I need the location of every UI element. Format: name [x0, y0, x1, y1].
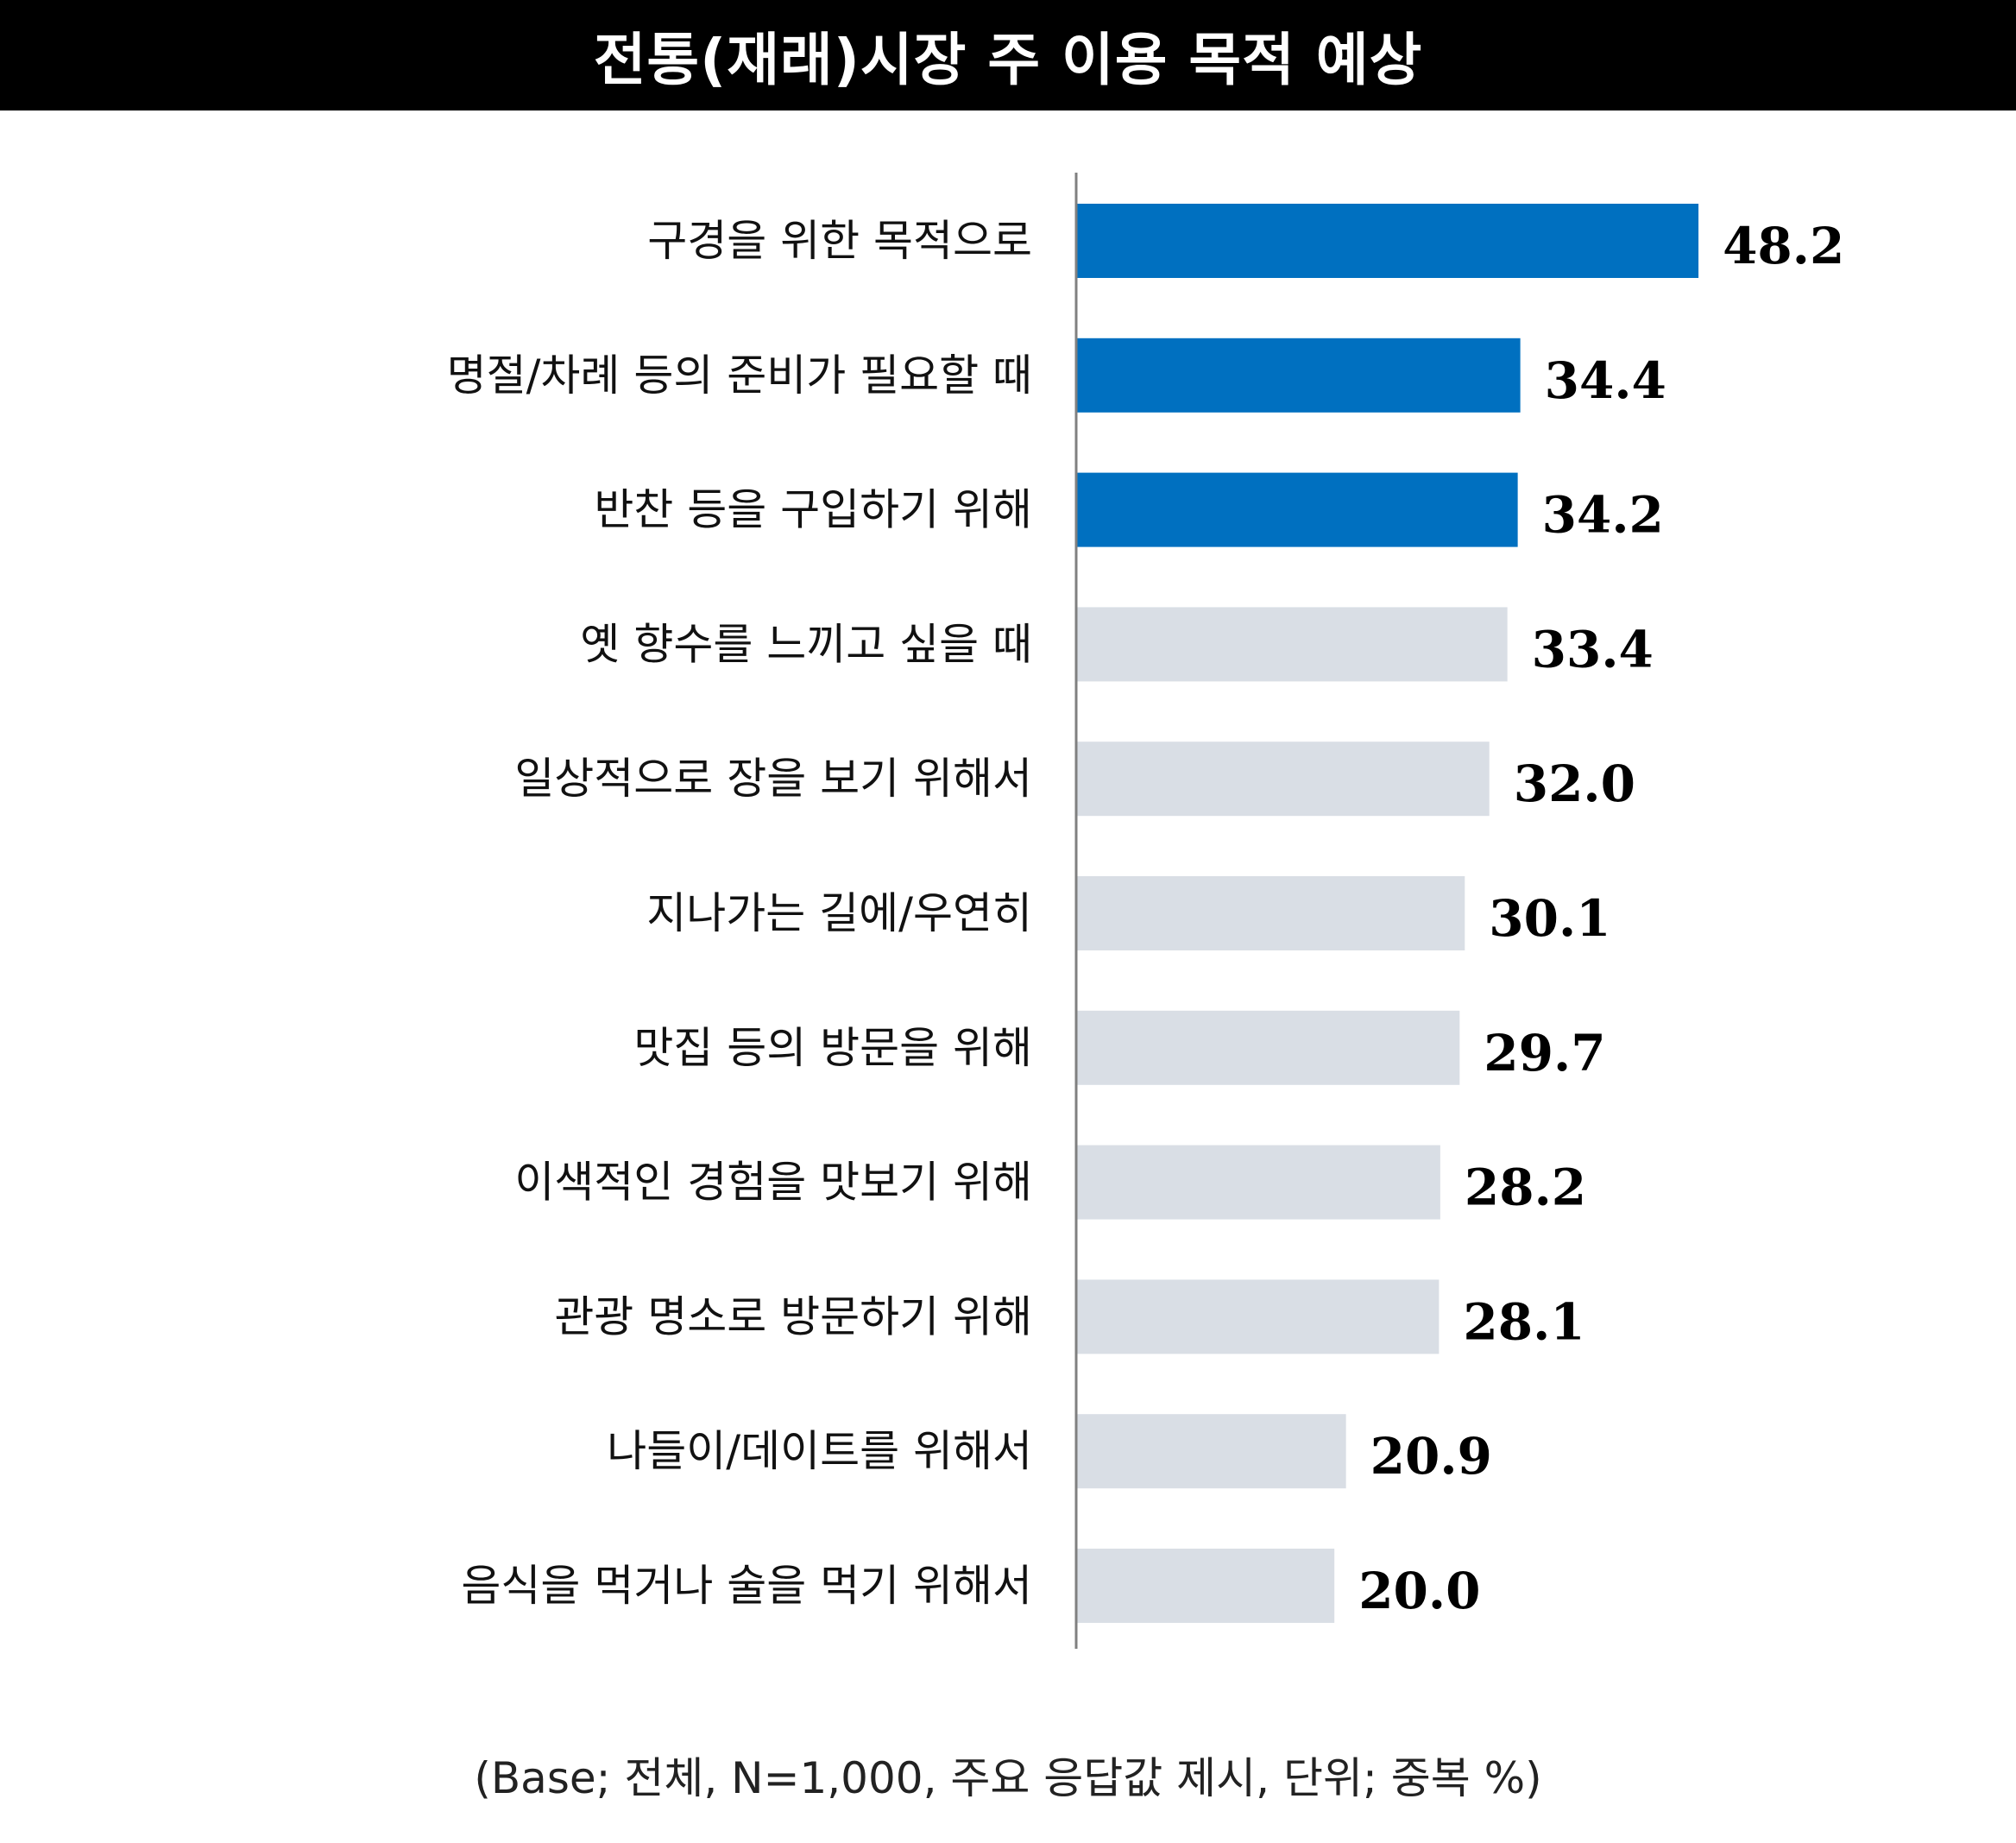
value-label-7: 29.7	[1484, 1024, 1605, 1082]
category-label-4: 옛 향수를 느끼고 싶을 때	[580, 619, 1032, 669]
bar-6	[1076, 876, 1465, 950]
bar-4	[1076, 607, 1508, 682]
bar-1	[1076, 204, 1699, 278]
category-label-7: 맛집 등의 방문을 위해	[633, 1023, 1032, 1073]
value-label-5: 32.0	[1514, 754, 1635, 813]
bar-9	[1076, 1279, 1440, 1354]
value-label-1: 48.2	[1723, 217, 1844, 275]
category-label-6: 지나가는 길에/우연히	[646, 888, 1032, 938]
category-label-2: 명절/차례 등의 준비가 필요할 때	[447, 350, 1032, 401]
bar-10	[1076, 1414, 1346, 1489]
value-label-4: 33.4	[1532, 620, 1654, 679]
bar-8	[1076, 1145, 1440, 1220]
category-label-11: 음식을 먹거나 술을 먹기 위해서	[461, 1561, 1032, 1611]
value-label-3: 34.2	[1542, 486, 1664, 545]
value-label-9: 28.1	[1463, 1292, 1584, 1351]
bar-11	[1076, 1549, 1335, 1623]
value-label-8: 28.2	[1465, 1158, 1586, 1217]
chart-title: 전통(재래)시장 주 이용 목적 예상	[593, 27, 1423, 93]
bar-3	[1076, 472, 1518, 547]
title-bar: 전통(재래)시장 주 이용 목적 예상	[0, 0, 2016, 110]
footnote: (Base; 전체, N=1,000, 주요 응답값 제시, 단위; 중복 %)	[474, 1753, 1542, 1803]
category-label-8: 이색적인 경험을 맛보기 위해	[514, 1158, 1032, 1208]
bar-5	[1076, 742, 1490, 817]
bar-7	[1076, 1010, 1460, 1085]
category-label-5: 일상적으로 장을 보기 위해서	[514, 754, 1032, 804]
category-label-9: 관광 명소로 방문하기 위해	[554, 1291, 1032, 1341]
category-label-3: 반찬 등을 구입하기 위해	[594, 485, 1032, 535]
value-label-11: 20.0	[1358, 1562, 1480, 1620]
value-label-10: 20.9	[1370, 1427, 1492, 1486]
bar-2	[1076, 338, 1521, 413]
value-label-2: 34.4	[1545, 351, 1666, 410]
category-label-1: 구경을 위한 목적으로	[647, 216, 1032, 266]
value-label-6: 30.1	[1489, 889, 1610, 948]
category-label-10: 나들이/데이트를 위해서	[607, 1426, 1032, 1476]
